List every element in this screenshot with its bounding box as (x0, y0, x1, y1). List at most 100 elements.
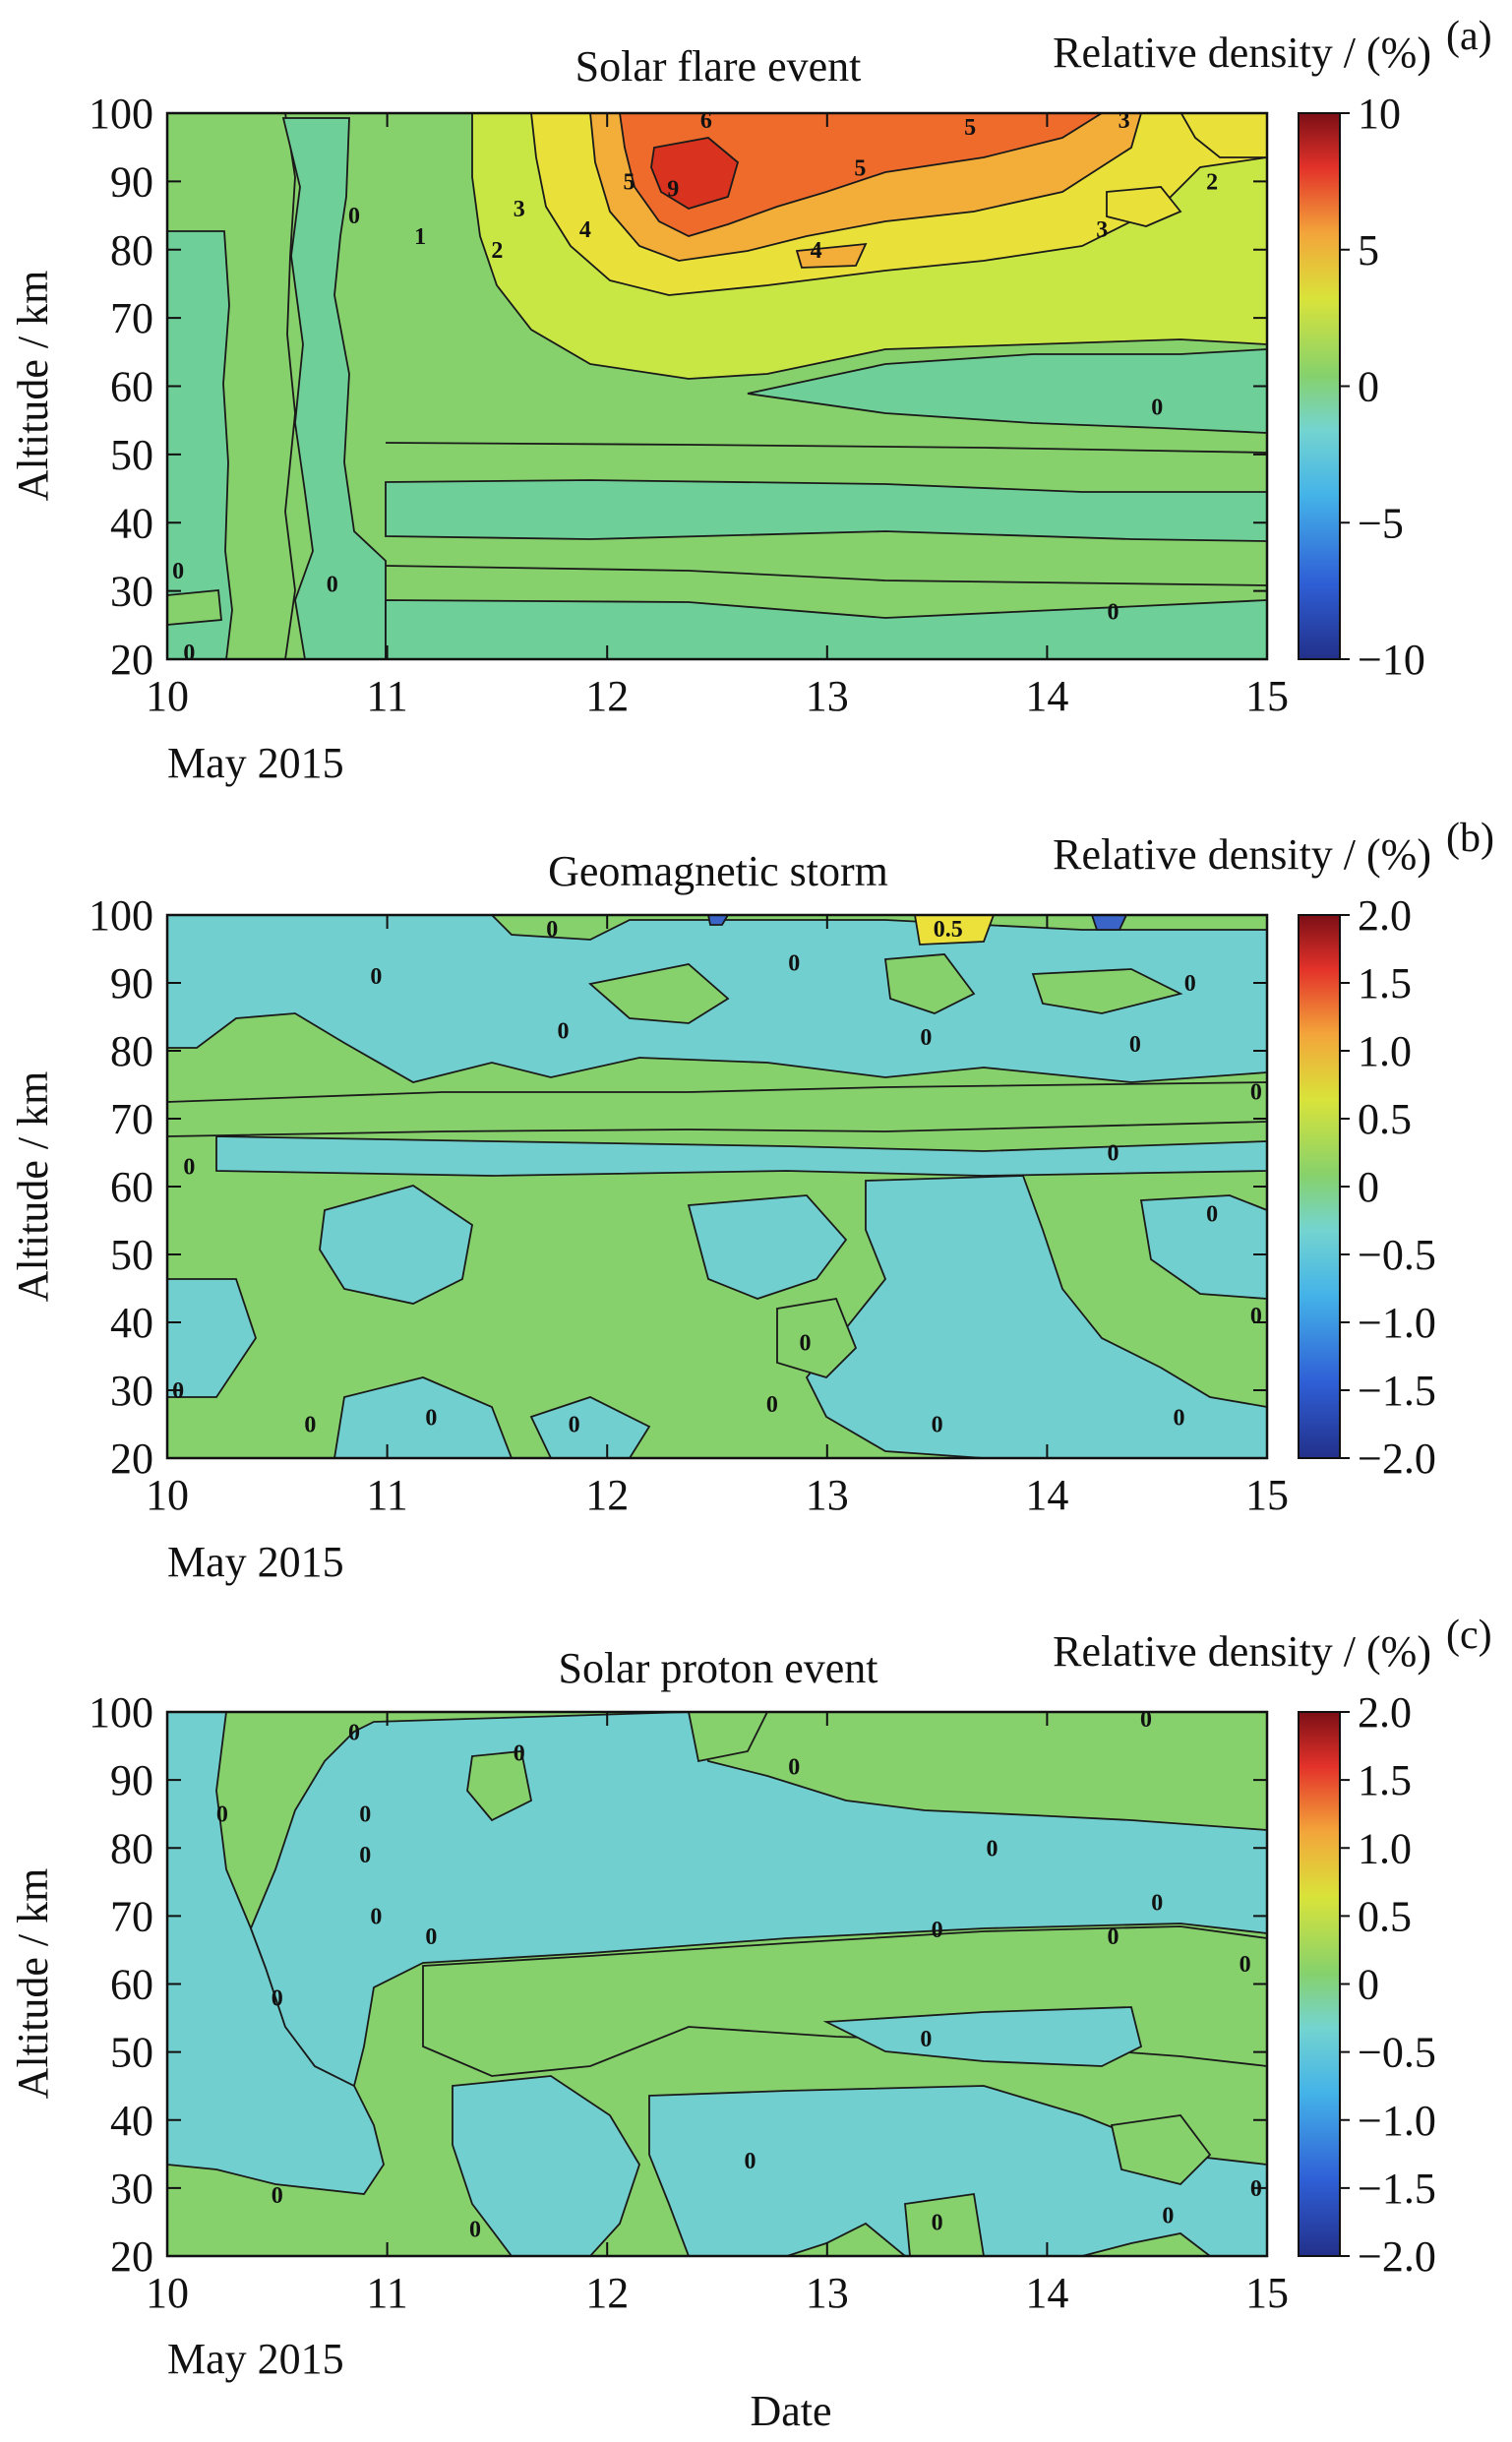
contour-label: 0 (359, 1843, 371, 1868)
colorbar-tick-label: −5 (1358, 499, 1404, 547)
contour-label: 0.5 (934, 917, 963, 943)
colorbar-tick-label: 2.0 (1358, 891, 1412, 940)
contour-label: 5 (964, 115, 976, 141)
colorbar-tick-label: −1.5 (1358, 2165, 1436, 2213)
contour-label: 5 (624, 169, 635, 195)
colorbar-tick-label: −1.5 (1358, 1367, 1436, 1415)
panel-a-y-axis-label: Altitude / km (9, 271, 57, 502)
y-tick-label: 60 (110, 1961, 153, 2009)
contour-label: 0 (348, 1721, 360, 1746)
y-tick-label: 80 (110, 226, 153, 275)
contour-label: 0 (348, 204, 360, 229)
y-tick-label: 70 (110, 294, 153, 342)
contour-label: 0 (920, 2027, 932, 2052)
panel-a-colorbar (1298, 112, 1341, 660)
panel-b: Geomagnetic storm Relative density / (%)… (9, 816, 1494, 1586)
contour-label: 3 (1119, 108, 1130, 134)
y-tick-label: 30 (110, 568, 153, 616)
colorbar-tick-label: 10 (1358, 90, 1401, 138)
colorbar-tick-label: 0 (1358, 1961, 1379, 2009)
contour-label: 0 (1151, 395, 1163, 420)
colorbar-tick-label: −1.0 (1358, 1299, 1436, 1347)
y-tick-label: 20 (110, 636, 153, 684)
panel-b-axis-ticks: 10 11 12 13 14 15 20 30 40 50 60 70 80 90 100 (89, 891, 1289, 1519)
contour-label: 0 (183, 1154, 195, 1180)
x-tick-label: 14 (1025, 672, 1068, 720)
contour-label: 0 (183, 641, 195, 666)
y-tick-label: 90 (110, 1756, 153, 1804)
shared-x-axis-label: Date (750, 2387, 831, 2435)
contour-label: 0 (304, 1413, 316, 1438)
x-tick-label: 12 (585, 2269, 629, 2317)
contour-label: 0 (546, 917, 558, 943)
contour-label: 0 (932, 2210, 943, 2235)
contour-label: 3 (514, 197, 525, 222)
contour-label: 0 (425, 1924, 437, 1950)
panel-b-colorbar (1298, 914, 1341, 1459)
contour-label: 0 (1107, 1141, 1119, 1167)
contour-label: 0 (1250, 1304, 1262, 1329)
x-tick-label: 15 (1245, 2269, 1289, 2317)
contour-label: 0 (1107, 599, 1119, 625)
y-tick-label: 50 (110, 1231, 153, 1279)
colorbar-tick-label: −10 (1358, 636, 1425, 684)
panel-c-title: Solar proton event (558, 1644, 877, 1692)
colorbar-tick-label: 2.0 (1358, 1688, 1412, 1737)
contour-label: 0 (172, 1378, 184, 1404)
contour-label: 0 (425, 1406, 437, 1432)
y-tick-label: 100 (89, 1688, 153, 1737)
x-tick-label: 13 (806, 672, 849, 720)
x-tick-label: 11 (366, 1471, 407, 1519)
y-tick-label: 30 (110, 2165, 153, 2213)
contour-label: 0 (272, 2183, 283, 2209)
contour-label: 5 (854, 156, 866, 182)
colorbar-tick-label: 5 (1358, 226, 1379, 275)
contour-label: 0 (1250, 1079, 1262, 1105)
x-tick-label: 14 (1025, 2269, 1068, 2317)
x-tick-label: 14 (1025, 1471, 1068, 1519)
colorbar-tick-label: 0.5 (1358, 1892, 1412, 1940)
contour-label: 0 (469, 2217, 481, 2242)
contour-label: 0 (1174, 1406, 1185, 1432)
x-tick-label: 13 (806, 1471, 849, 1519)
colorbar-tick-label: 0 (1358, 363, 1379, 411)
contour-label: 0 (799, 1331, 811, 1357)
contour-label: 0 (1129, 1032, 1141, 1058)
contour-label: 0 (1162, 2204, 1174, 2229)
contour-label: 0 (327, 573, 338, 598)
contour-label: 0 (216, 1802, 228, 1828)
contour-label: 0 (932, 1413, 943, 1438)
y-tick-label: 40 (110, 1299, 153, 1347)
contour-label: 1 (414, 224, 426, 250)
panel-b-contour-labels: 0.5 0 0 0 0 0 0 0 0 0 0 0 0 0 0 0 0 0 0 0 0 (172, 917, 1262, 1438)
contour-label: 0 (569, 1413, 580, 1438)
contour-label: 0 (745, 2149, 756, 2174)
contour-label: 0 (557, 1018, 569, 1044)
y-tick-label: 60 (110, 1163, 153, 1211)
contour-label: 0 (370, 1904, 382, 1929)
panel-b-colorbar-label: Relative density / (%) (1053, 830, 1431, 879)
colorbar-tick-label: 0 (1358, 1163, 1379, 1211)
contour-label: 0 (788, 1754, 800, 1780)
contour-label: 2 (491, 238, 503, 264)
contour-label: 0 (920, 1025, 932, 1051)
x-tick-label: 13 (806, 2269, 849, 2317)
x-tick-label: 10 (146, 2269, 189, 2317)
contour-label: 0 (359, 1802, 371, 1828)
contour-label: 0 (172, 559, 184, 584)
panel-b-y-axis-label: Altitude / km (9, 1071, 57, 1303)
contour-label: 0 (370, 964, 382, 990)
panel-c-letter: (c) (1446, 1613, 1492, 1658)
panel-a-letter: (a) (1446, 14, 1492, 59)
panel-a: Solar flare event Relative density / (%)… (9, 14, 1492, 787)
x-tick-label: 10 (146, 672, 189, 720)
panel-c-colorbar-label: Relative density / (%) (1053, 1627, 1431, 1676)
y-tick-label: 20 (110, 1435, 153, 1483)
panel-b-letter: (b) (1446, 816, 1494, 861)
contour-label: 0 (987, 1836, 998, 1862)
colorbar-tick-label: −0.5 (1358, 2029, 1436, 2077)
contour-label: 0 (788, 950, 800, 976)
contour-label: 0 (932, 1918, 943, 1943)
